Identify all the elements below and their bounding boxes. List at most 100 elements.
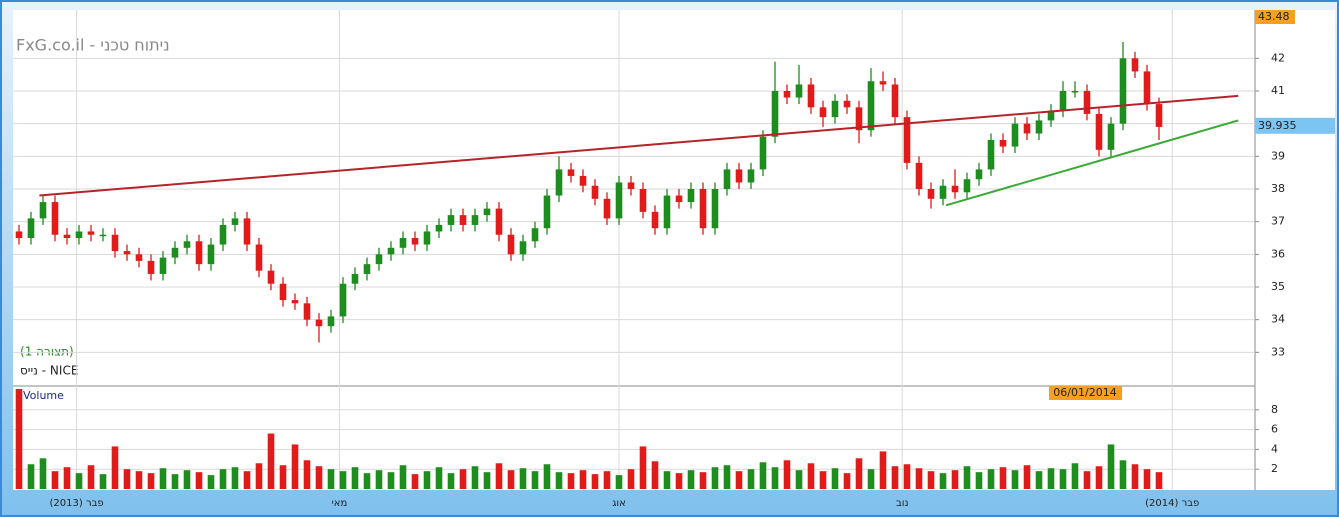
candle-body — [759, 136, 767, 170]
volume-bar — [999, 467, 1007, 489]
volume-bar — [27, 464, 35, 489]
volume-bar — [975, 472, 983, 489]
candle-body — [1011, 123, 1019, 147]
volume-bar — [171, 474, 179, 489]
candle-body — [711, 189, 719, 229]
volume-bar — [651, 461, 659, 489]
candle-body — [1131, 58, 1139, 72]
candle-body — [699, 189, 707, 229]
candle-body — [567, 169, 575, 176]
candle-body — [1035, 120, 1043, 134]
candle-body — [351, 273, 359, 284]
volume-bar — [747, 469, 755, 489]
trend-line — [39, 94, 1239, 197]
volume-bar — [831, 468, 839, 489]
volume-bar — [231, 467, 239, 489]
y-tick-label: 37 — [1271, 215, 1285, 228]
chart-title: FxG.co.il - ניתוח טכני — [16, 36, 170, 55]
y-tick-label: 33 — [1271, 345, 1285, 358]
volume-bar — [387, 472, 395, 489]
candle-body — [327, 316, 335, 327]
x-tick-label: (2014) פבר — [1145, 498, 1199, 509]
volume-bar — [255, 463, 263, 489]
volume-bar — [315, 466, 323, 489]
volume-bar — [771, 467, 779, 489]
volume-bar — [1083, 471, 1091, 489]
candle-body — [879, 81, 887, 85]
candle-body — [411, 238, 419, 245]
volume-bar — [219, 469, 227, 489]
candle-body — [423, 231, 431, 245]
volume-bar — [423, 471, 431, 489]
x-tick-label: (2013) פבר — [50, 498, 104, 509]
volume-bar — [39, 458, 47, 489]
candle-body — [267, 270, 275, 284]
volume-bar — [303, 460, 311, 489]
candle-body — [303, 303, 311, 320]
candle-body — [603, 198, 611, 219]
candle-body — [291, 300, 299, 304]
candle-body — [183, 241, 191, 248]
y-tick-label: 4 — [1271, 442, 1278, 455]
candle-body — [531, 228, 539, 242]
candle-body — [111, 234, 119, 252]
candle-body — [951, 185, 959, 193]
candle-body — [1095, 113, 1103, 150]
candle-body — [63, 234, 71, 239]
candle-body — [939, 185, 947, 199]
volume-bar — [135, 471, 143, 489]
candle-body — [1119, 58, 1127, 124]
volume-bar — [495, 463, 503, 489]
candle-body — [591, 185, 599, 199]
candle-body — [771, 91, 779, 137]
volume-bar — [867, 469, 875, 489]
candle-body — [483, 208, 491, 216]
candle-body — [1143, 71, 1151, 105]
volume-bar — [1023, 465, 1031, 489]
candle-body — [615, 182, 623, 219]
y-tick-label: 35 — [1271, 280, 1285, 293]
candle-body — [903, 117, 911, 163]
candle-body — [807, 84, 815, 108]
volume-bar — [675, 473, 683, 489]
candle-body — [375, 254, 383, 265]
candle-body — [1023, 123, 1031, 134]
candle-body — [579, 175, 587, 186]
volume-bar — [207, 475, 215, 489]
volume-bar — [195, 472, 203, 489]
volume-bar — [1119, 460, 1127, 489]
volume-bar — [411, 474, 419, 489]
volume-bar — [87, 465, 95, 489]
candle-body — [51, 202, 59, 235]
candle-body — [1155, 104, 1163, 127]
candle-body — [231, 218, 239, 225]
volume-bar — [759, 462, 767, 489]
volume-bar — [735, 471, 743, 489]
y-tick-label: 38 — [1271, 182, 1285, 195]
volume-bar — [279, 465, 287, 489]
candle-body — [87, 231, 95, 235]
candle-body — [663, 195, 671, 229]
volume-bar — [579, 470, 587, 489]
volume-bar — [267, 433, 275, 489]
candle-body — [387, 247, 395, 255]
volume-bar — [363, 473, 371, 489]
candle-body — [915, 162, 923, 190]
candle-body — [639, 189, 647, 212]
volume-bar — [1107, 444, 1115, 489]
candle-body — [1071, 91, 1079, 93]
volume-bar — [123, 469, 131, 489]
volume-bar — [963, 466, 971, 489]
candle-body — [435, 224, 443, 232]
candle-body — [819, 107, 827, 118]
volume-bar — [459, 469, 467, 489]
candle-body — [519, 241, 527, 255]
volume-bar — [327, 469, 335, 489]
candle-body — [675, 195, 683, 203]
candle-body — [963, 179, 971, 193]
candle-body — [195, 241, 203, 265]
candle-body — [255, 244, 263, 271]
x-tick-label: אוג — [612, 498, 626, 509]
candle-body — [735, 169, 743, 183]
